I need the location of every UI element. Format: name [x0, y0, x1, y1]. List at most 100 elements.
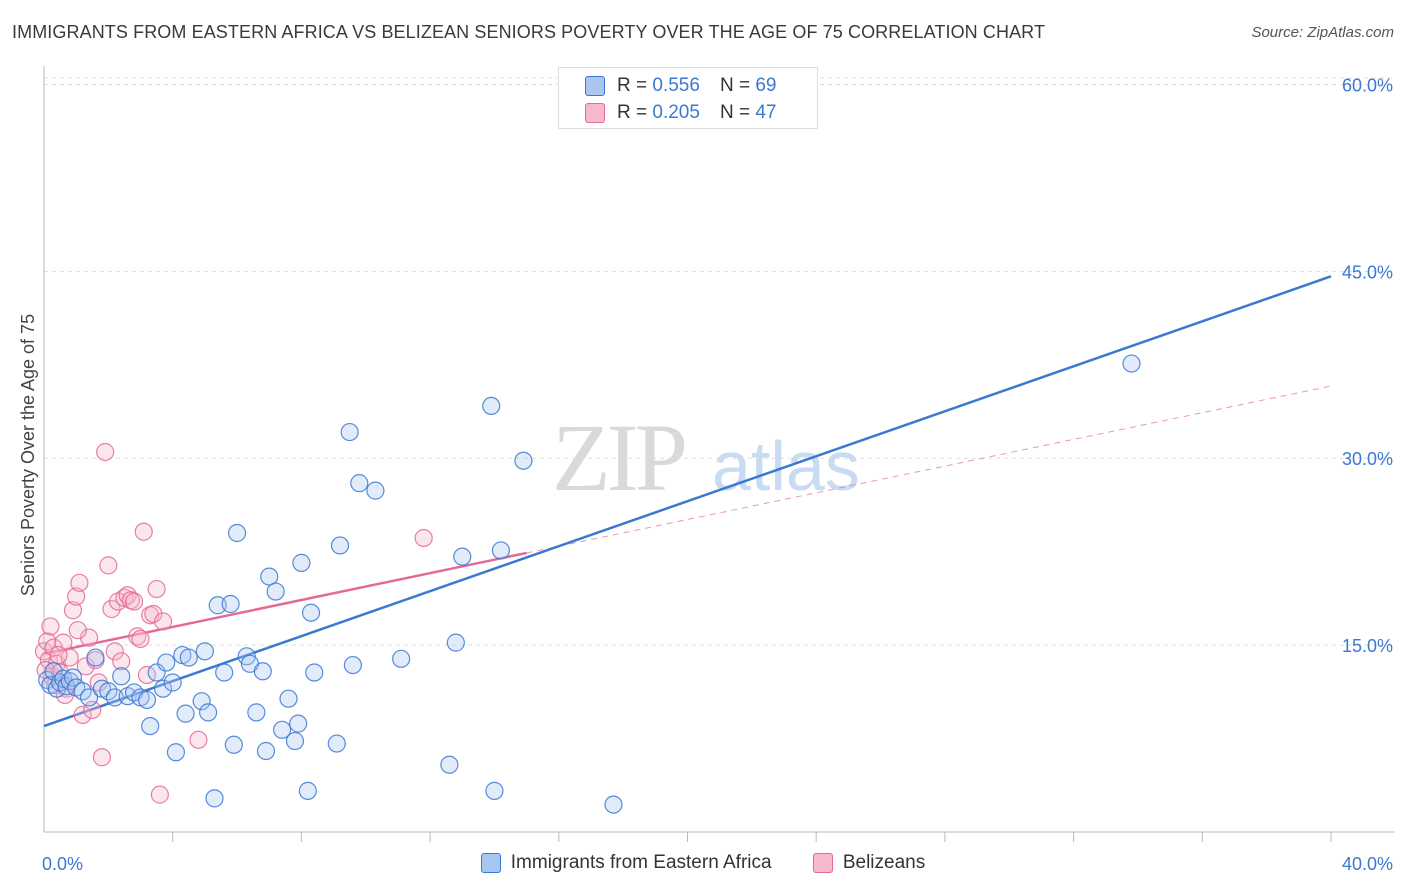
- trend-line-belizeans: [43, 551, 527, 656]
- data-point-belizeans: [49, 645, 68, 665]
- axes: [43, 66, 1395, 842]
- y-tick-label: 30.0%: [1342, 449, 1393, 469]
- data-point-belizeans: [60, 648, 79, 667]
- data-point-eastern-africa: [485, 781, 504, 800]
- data-point-eastern-africa: [266, 582, 285, 601]
- r-label: R =: [617, 75, 648, 96]
- chart-title: IMMIGRANTS FROM EASTERN AFRICA VS BELIZE…: [12, 22, 1046, 42]
- legend-label: Belizeans: [842, 852, 926, 873]
- data-point-eastern-africa: [253, 662, 272, 681]
- data-point-eastern-africa: [289, 714, 308, 733]
- data-point-belizeans: [73, 705, 92, 724]
- data-point-belizeans: [128, 627, 147, 646]
- data-point-belizeans: [41, 617, 60, 636]
- legend-row-eastern-africa: R = 0.556 N = 69: [585, 73, 776, 99]
- data-point-eastern-africa: [63, 668, 83, 687]
- data-point-eastern-africa: [79, 688, 99, 707]
- data-point-eastern-africa: [147, 663, 166, 682]
- data-point-belizeans: [67, 587, 86, 606]
- trend-lines: [43, 275, 1332, 728]
- data-point-eastern-africa: [491, 541, 510, 560]
- n-value: 69: [755, 75, 777, 96]
- watermark: ZIP atlas: [552, 404, 860, 511]
- x-tick-label: 0.0%: [42, 854, 83, 874]
- data-point-belizeans: [112, 652, 131, 671]
- data-point-belizeans: [70, 573, 89, 592]
- source-label: Source: ZipAtlas.com: [1251, 24, 1394, 41]
- trend-line-belizeans-extension: [526, 385, 1332, 554]
- tick-labels: 15.0% 30.0% 45.0% 60.0% 0.0% 40.0%: [42, 75, 1393, 874]
- y-tick-label: 60.0%: [1342, 75, 1393, 95]
- y-tick-label: 15.0%: [1342, 636, 1393, 656]
- data-point-eastern-africa: [176, 704, 195, 723]
- data-point-belizeans: [34, 642, 54, 661]
- data-point-eastern-africa: [105, 688, 124, 707]
- data-point-belizeans: [63, 601, 83, 620]
- data-point-eastern-africa: [453, 547, 472, 566]
- data-point-eastern-africa: [86, 648, 105, 667]
- data-point-belizeans: [105, 642, 124, 661]
- data-point-eastern-africa: [343, 655, 362, 675]
- r-label: R =: [617, 102, 648, 123]
- data-point-eastern-africa: [224, 735, 243, 754]
- data-point-eastern-africa: [392, 649, 411, 668]
- r-value: 0.556: [652, 75, 700, 96]
- data-point-eastern-africa: [1122, 354, 1141, 373]
- data-point-eastern-africa: [153, 679, 173, 698]
- data-point-eastern-africa: [305, 663, 324, 682]
- correlation-legend: R = 0.556 N = 69 R = 0.205 N = 47: [558, 67, 818, 129]
- legend-swatch-pink: [812, 853, 833, 873]
- n-label: N =: [719, 75, 751, 96]
- y-tick-label: 45.0%: [1342, 262, 1393, 282]
- data-point-eastern-africa: [44, 662, 63, 681]
- data-point-eastern-africa: [272, 720, 292, 739]
- grid: [44, 77, 1395, 646]
- legend-swatch-blue: [585, 76, 605, 96]
- data-point-eastern-africa: [192, 692, 211, 711]
- data-point-belizeans: [99, 556, 118, 575]
- data-point-eastern-africa: [514, 451, 533, 470]
- data-point-eastern-africa: [292, 553, 311, 572]
- data-point-eastern-africa: [179, 648, 198, 667]
- data-point-eastern-africa: [256, 741, 276, 761]
- data-points: [34, 81, 1141, 814]
- data-point-belizeans: [189, 730, 208, 749]
- data-point-eastern-africa: [157, 653, 176, 672]
- data-point-belizeans: [150, 785, 169, 804]
- data-point-eastern-africa: [366, 481, 385, 500]
- data-point-eastern-africa: [195, 642, 214, 661]
- watermark-zip: ZIP: [552, 404, 685, 511]
- r-value: 0.205: [652, 102, 700, 123]
- data-point-eastern-africa: [301, 603, 321, 622]
- legend-item-belizeans: Belizeans: [812, 852, 926, 874]
- data-point-belizeans: [153, 612, 173, 631]
- y-axis-label: Seniors Poverty Over the Age of 75: [18, 314, 38, 596]
- legend-swatch-blue: [480, 853, 501, 873]
- data-point-eastern-africa: [227, 523, 247, 543]
- data-point-eastern-africa: [205, 789, 224, 808]
- data-point-eastern-africa: [298, 781, 317, 800]
- n-label: N =: [719, 102, 751, 123]
- data-point-eastern-africa: [446, 633, 465, 652]
- data-point-eastern-africa: [350, 474, 369, 493]
- data-point-eastern-africa: [221, 594, 240, 614]
- data-point-eastern-africa: [330, 536, 350, 555]
- legend-swatch-pink: [585, 103, 605, 123]
- data-point-eastern-africa: [260, 567, 279, 586]
- data-point-eastern-africa: [440, 755, 459, 774]
- data-point-eastern-africa: [198, 703, 218, 722]
- data-point-belizeans: [68, 621, 87, 640]
- data-point-eastern-africa: [141, 716, 160, 736]
- data-point-belizeans: [96, 442, 115, 462]
- data-point-eastern-africa: [247, 703, 266, 722]
- data-point-eastern-africa: [112, 667, 131, 686]
- series-legend: Immigrants from Eastern Africa Belizeans: [0, 852, 1406, 879]
- data-point-eastern-africa: [279, 689, 298, 708]
- data-point-eastern-africa: [215, 663, 234, 682]
- legend-item-eastern-africa: Immigrants from Eastern Africa: [480, 852, 772, 874]
- data-point-belizeans: [131, 629, 150, 648]
- data-point-belizeans: [102, 599, 121, 619]
- legend-label: Immigrants from Eastern Africa: [510, 852, 772, 873]
- n-value: 47: [755, 102, 777, 123]
- data-point-eastern-africa: [340, 422, 359, 442]
